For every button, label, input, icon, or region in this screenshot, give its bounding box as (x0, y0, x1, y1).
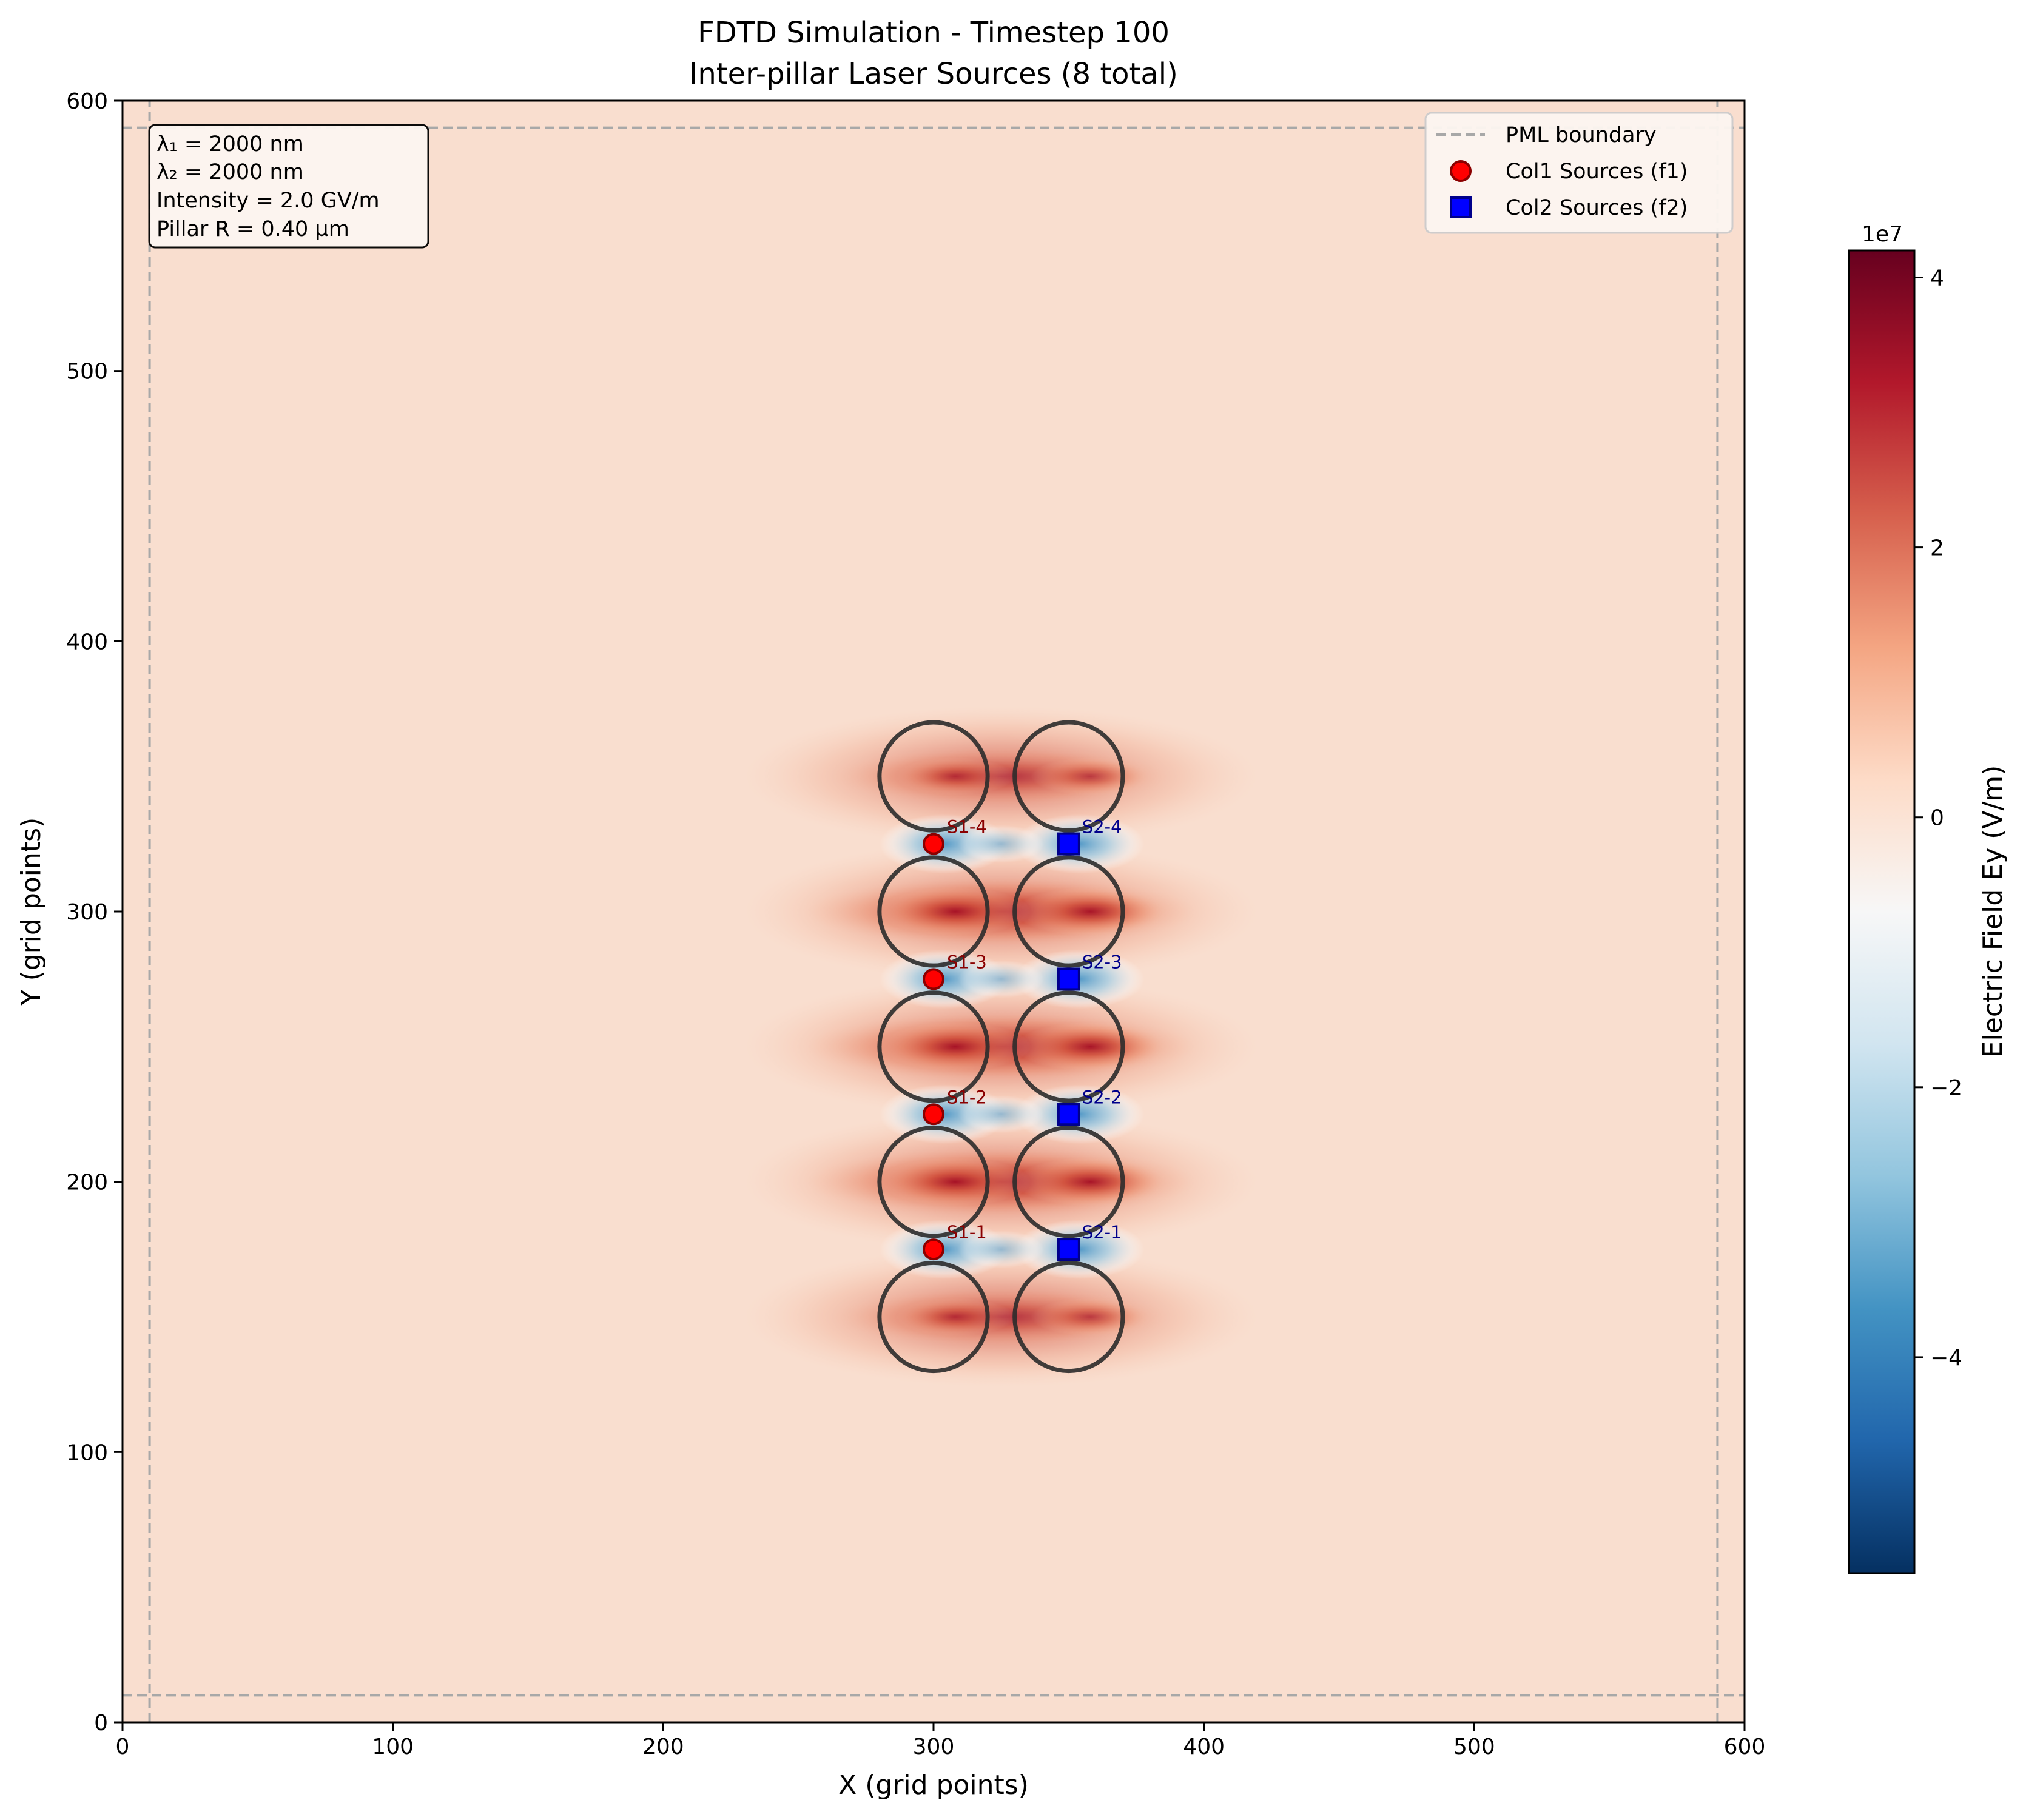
source-marker-S1-2 (923, 1103, 944, 1126)
field-positive-core-3-1 (879, 1022, 1031, 1071)
y-tick-label-500: 500 (66, 360, 108, 384)
x-tick-label-500: 500 (1453, 1734, 1495, 1759)
field-negative-bridge-3 (958, 960, 1045, 998)
colorbar-tick-label-4: −2 (1930, 1076, 1962, 1101)
field-positive-core-2-1 (879, 1157, 1031, 1206)
y-tick-label-200: 200 (66, 1170, 108, 1195)
source-label-S2-3: S2-3 (1082, 952, 1122, 972)
info-line-2: λ₂ = 2000 nm (157, 160, 304, 184)
legend: PML boundary Col1 Sources (f1) Col2 Sour… (1424, 112, 1734, 234)
colorbar: 4 2 0 −2 −4 1e7 Electric Field Ey (V/m) (1848, 222, 2008, 1574)
legend-col2-marker (1450, 196, 1472, 218)
source-marker-S1-4 (923, 833, 944, 855)
source-label-S2-4: S2-4 (1082, 817, 1122, 838)
legend-col1-marker (1450, 160, 1472, 182)
info-box: λ₁ = 2000 nm λ₂ = 2000 nm Intensity = 2.… (148, 124, 429, 249)
pillar-10 (1012, 720, 1125, 833)
colorbar-tick-label-3: 0 (1930, 806, 1944, 831)
field-positive-core-1-2 (1031, 1298, 1150, 1336)
field-positive-core-1-1 (895, 1298, 1015, 1336)
colorbar-gradient (1848, 249, 1916, 1574)
info-line-3: Intensity = 2.0 GV/m (157, 189, 380, 213)
chart-subtitle: Inter-pillar Laser Sources (8 total) (689, 57, 1178, 91)
source-label-S1-2: S1-2 (947, 1087, 987, 1107)
pillar-1 (877, 1260, 990, 1374)
pillars (877, 720, 1125, 1374)
y-axis-label: Y (grid points) (16, 818, 47, 1007)
field-positive-core-3-2 (1014, 1022, 1166, 1071)
y-axis: 0 100 200 300 400 500 600 (66, 89, 123, 1736)
x-tick-label-0: 0 (116, 1734, 130, 1759)
source-marker-S2-2 (1057, 1103, 1080, 1126)
x-tick-label-100: 100 (372, 1734, 414, 1759)
source-label-S2-2: S2-2 (1082, 1087, 1122, 1107)
legend-col1-label: Col1 Sources (f1) (1506, 160, 1688, 184)
source-label-S1-3: S1-3 (947, 952, 987, 972)
pillar-8 (1012, 990, 1125, 1103)
source-marker-S2-1 (1057, 1238, 1080, 1261)
x-tick-label-600: 600 (1724, 1734, 1766, 1759)
colorbar-ticks: 4 2 0 −2 −4 (1914, 266, 1962, 1371)
pillar-6 (1012, 1260, 1125, 1374)
chart-title: FDTD Simulation - Timestep 100 (698, 16, 1170, 50)
pillar-5 (877, 720, 990, 833)
colorbar-tick-label-5: −4 (1930, 1346, 1962, 1371)
field-positive-core-5-1 (895, 757, 1015, 796)
pillar-2 (877, 1126, 990, 1238)
source-marker-S2-3 (1057, 967, 1080, 991)
x-tick-label-400: 400 (1183, 1734, 1225, 1759)
y-tick-label-300: 300 (66, 900, 108, 925)
field-positive-core-2-2 (1014, 1157, 1166, 1206)
source-marker-S2-4 (1057, 832, 1080, 856)
pillar-3 (877, 990, 990, 1103)
pillar-9 (1012, 855, 1125, 968)
x-axis: 0 100 200 300 400 500 600 (116, 1722, 1766, 1759)
colorbar-tick-label-1: 4 (1930, 266, 1944, 291)
x-tick-label-200: 200 (642, 1734, 684, 1759)
field-negative-bridge-4 (958, 825, 1045, 863)
y-tick-label-600: 600 (66, 89, 108, 114)
field-heatmap (744, 706, 1258, 1388)
info-line-4: Pillar R = 0.40 µm (157, 217, 349, 241)
source-label-S1-4: S1-4 (947, 817, 987, 838)
x-axis-label: X (grid points) (838, 1770, 1029, 1801)
field-positive-core-5-2 (1031, 757, 1150, 796)
info-line-1: λ₁ = 2000 nm (157, 132, 304, 156)
plot-area: S1-1 S1-2 S1-3 S1-4 S2-1 S2-2 S2-3 S2-4 (123, 101, 1745, 1722)
x-tick-label-300: 300 (913, 1734, 955, 1759)
field-negative-bridge-1 (958, 1230, 1045, 1269)
source-marker-S1-3 (923, 968, 944, 990)
colorbar-label: Electric Field Ey (V/m) (1978, 765, 2008, 1058)
sources: S1-1 S1-2 S1-3 S1-4 S2-1 S2-2 S2-3 S2-4 (923, 817, 1122, 1261)
y-tick-label-400: 400 (66, 630, 108, 654)
field-positive-core-4-1 (879, 887, 1031, 936)
pillar-4 (877, 855, 990, 968)
legend-col2-label: Col2 Sources (f2) (1506, 196, 1688, 220)
field-positive-core-4-2 (1014, 887, 1166, 936)
colorbar-multiplier: 1e7 (1862, 222, 1903, 247)
colorbar-tick-label-2: 2 (1930, 536, 1944, 561)
source-label-S2-1: S2-1 (1082, 1222, 1122, 1243)
legend-pml-label: PML boundary (1506, 123, 1657, 147)
pillar-7 (1012, 1126, 1125, 1238)
y-tick-label-0: 0 (94, 1711, 108, 1736)
field-negative-bridge-2 (958, 1095, 1045, 1133)
source-marker-S1-1 (923, 1238, 944, 1261)
source-label-S1-1: S1-1 (947, 1222, 987, 1243)
y-tick-label-100: 100 (66, 1440, 108, 1465)
